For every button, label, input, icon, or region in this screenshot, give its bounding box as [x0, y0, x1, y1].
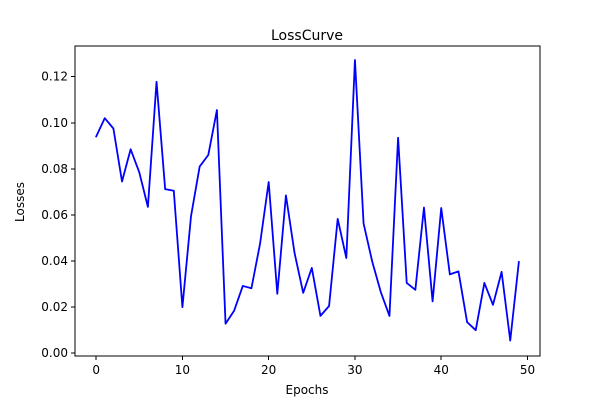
y-tick-label: 0.06: [41, 208, 68, 222]
y-tick-label: 0.10: [41, 116, 68, 130]
x-tick-label: 30: [347, 363, 362, 377]
loss-series-line: [95, 59, 520, 342]
y-axis-label: Losses: [13, 182, 27, 222]
plot-layer: 0 10 20 30 40 50 0.00 0.02 0.04 0.06 0.08 0.10 0.12: [41, 45, 541, 377]
x-tick-label: 0: [92, 363, 100, 377]
y-tick-label: 0.04: [41, 254, 68, 268]
x-axis-label: Epochs: [286, 383, 329, 397]
y-tick-label: 0.12: [41, 70, 68, 84]
x-tick-label: 10: [175, 363, 190, 377]
y-tick-label: 0.00: [41, 346, 68, 360]
x-tick-label: 50: [520, 363, 535, 377]
x-tick-label: 20: [261, 363, 276, 377]
x-tick-label: 40: [434, 363, 449, 377]
chart-title: LossCurve: [271, 28, 343, 44]
y-tick-label: 0.08: [41, 162, 68, 176]
plot-frame: [74, 45, 541, 357]
y-tick-label: 0.02: [41, 300, 68, 314]
